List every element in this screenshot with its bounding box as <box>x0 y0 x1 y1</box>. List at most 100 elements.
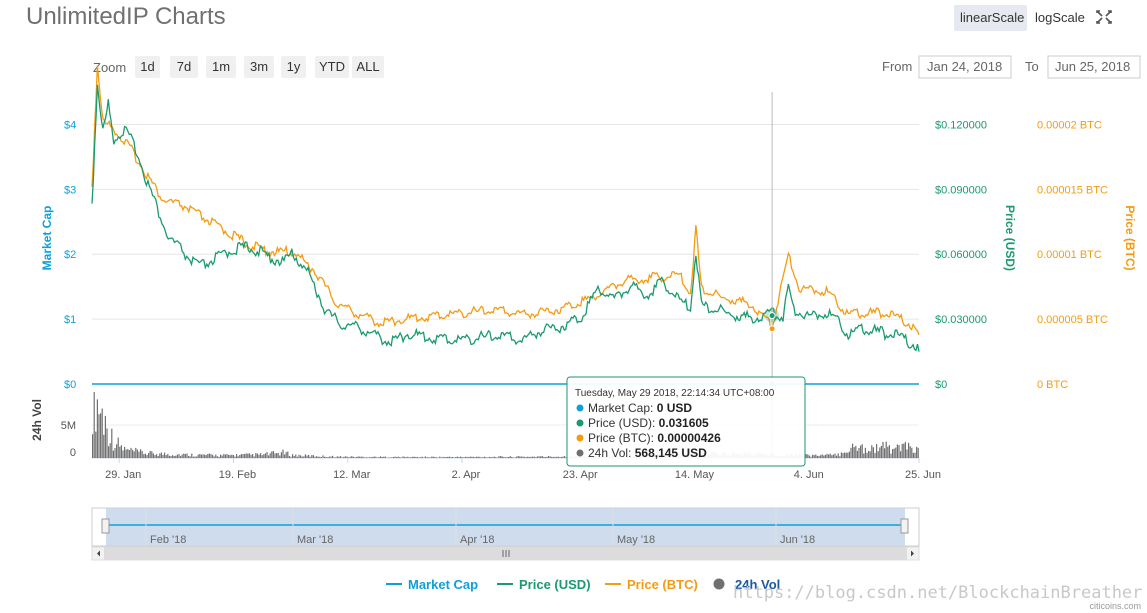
to-date-value: Jun 25, 2018 <box>1055 59 1130 74</box>
navigator-selection[interactable] <box>106 508 905 546</box>
volume-bar <box>444 457 446 458</box>
volume-bar <box>309 456 311 458</box>
volume-bar <box>282 449 284 458</box>
volume-bar <box>842 453 844 458</box>
volume-bar <box>304 454 306 458</box>
volume-bar <box>376 457 378 458</box>
market-cap-axis-title: Market Cap <box>40 206 54 271</box>
volume-bar <box>469 456 471 458</box>
volume-bar <box>146 455 148 458</box>
volume-bar <box>428 457 430 458</box>
volume-bar <box>356 456 358 458</box>
volume-bar <box>130 447 132 458</box>
volume-bar <box>394 456 396 458</box>
volume-bar <box>850 447 852 458</box>
volume-bar <box>229 455 231 458</box>
volume-bar <box>511 456 513 458</box>
zoom-ytd-button[interactable]: YTD <box>315 56 349 78</box>
volume-bar <box>170 456 172 458</box>
legend-item-market-cap[interactable]: Market Cap <box>386 577 478 592</box>
zoom-1m-label: 1m <box>212 59 230 74</box>
volume-bar <box>244 454 246 458</box>
volume-bar <box>140 449 142 458</box>
volume-bar <box>352 456 354 458</box>
volume-bar <box>236 454 238 458</box>
volume-bar <box>405 457 407 458</box>
volume-bar <box>124 446 126 458</box>
volume-bar <box>143 454 145 458</box>
volume-bar <box>482 457 484 458</box>
from-date-input[interactable] <box>918 55 1012 79</box>
volume-bar <box>908 442 910 458</box>
zoom-1y-label: 1y <box>287 59 301 74</box>
zoom-all-button[interactable]: ALL <box>352 56 384 78</box>
zoom-3m-button[interactable]: 3m <box>244 56 274 78</box>
volume-bar <box>288 456 290 458</box>
volume-bar <box>325 457 327 458</box>
navigator-label: Mar '18 <box>297 534 333 546</box>
volume-bar <box>885 441 887 458</box>
volume-bar <box>218 456 220 458</box>
volume-bar <box>863 453 865 458</box>
volume-bar <box>496 457 498 458</box>
price-btc-line <box>91 65 920 335</box>
volume-bar <box>436 457 438 458</box>
volume-bar <box>501 456 503 458</box>
volume-bar <box>404 456 406 458</box>
zoom-1y-button[interactable]: 1y <box>281 56 306 78</box>
scroll-right-icon[interactable] <box>911 550 914 557</box>
linear-scale-button[interactable] <box>954 5 1027 31</box>
volume-bar <box>250 454 252 458</box>
volume-bar <box>480 457 482 458</box>
volume-bar <box>346 456 348 458</box>
zoom-7d-button[interactable]: 7d <box>170 56 198 78</box>
volume-bar <box>164 452 166 458</box>
scrollbar[interactable] <box>91 546 920 561</box>
tooltip-row: Price (BTC): 0.00000426 <box>588 431 721 445</box>
price-usd-tick-label: $0.120000 <box>935 119 987 131</box>
zoom-1m-button[interactable]: 1m <box>206 56 236 78</box>
volume-bar <box>500 456 502 458</box>
volume-tick-label: 5M <box>61 420 76 432</box>
volume-bar <box>338 456 340 458</box>
volume-bar <box>914 452 916 458</box>
volume-tick-label: 0 <box>70 447 76 459</box>
market-cap-tick-label: $2 <box>64 249 76 261</box>
volume-bar <box>165 455 167 458</box>
navigator-right-handle[interactable] <box>900 518 909 534</box>
legend-item-24h-vol[interactable]: 24h Vol <box>713 577 781 592</box>
scroll-left-icon[interactable] <box>97 550 100 557</box>
volume-bar <box>917 447 919 458</box>
legend[interactable]: Market Cap Price (USD) Price (BTC) 24h Vol <box>386 577 780 592</box>
volume-bar <box>301 456 303 458</box>
zoom-1d-button[interactable]: 1d <box>135 56 160 78</box>
volume-bar <box>132 449 134 458</box>
tooltip-dot <box>576 434 584 442</box>
volume-bar <box>888 445 890 458</box>
volume-bar <box>855 445 857 458</box>
expand-icon[interactable] <box>1096 10 1112 24</box>
to-date-input[interactable] <box>1047 55 1141 79</box>
volume-bar <box>909 446 911 458</box>
volume-bar <box>476 456 478 458</box>
legend-item-price-usd[interactable]: Price (USD) <box>497 577 591 592</box>
volume-bar <box>135 447 137 458</box>
navigator[interactable]: Feb '18 Mar '18 Apr '18 May '18 Jun '18 <box>91 507 920 547</box>
volume-bar <box>242 454 244 458</box>
legend-item-price-btc[interactable]: Price (BTC) <box>605 577 698 592</box>
volume-bar <box>204 454 206 458</box>
volume-bar <box>853 447 855 458</box>
log-scale-button[interactable]: logScale <box>1035 10 1085 25</box>
volume-bar <box>184 454 186 458</box>
volume-bar <box>362 456 364 458</box>
navigator-left-handle[interactable] <box>101 518 110 534</box>
volume-bar <box>95 431 97 458</box>
volume-bar <box>439 456 441 458</box>
linear-scale-label: linearScale <box>960 10 1024 25</box>
volume-bar <box>808 455 810 458</box>
volume-bar <box>512 457 514 458</box>
volume-bar <box>519 456 521 458</box>
volume-bar <box>224 454 226 458</box>
price-btc-tick-label: 0.000005 BTC <box>1037 314 1108 326</box>
